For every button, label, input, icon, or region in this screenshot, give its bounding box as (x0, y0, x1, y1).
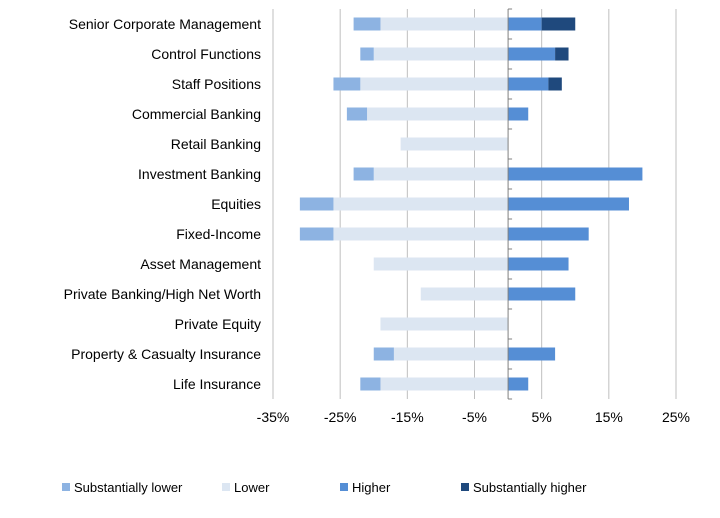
x-tick-label: -35% (257, 409, 290, 425)
bar-higher (508, 47, 556, 61)
bar-higher (508, 377, 529, 391)
bar-higher (508, 197, 629, 211)
bar-higher (508, 17, 542, 31)
bar-substantially-lower (299, 197, 334, 211)
bar-lower (393, 347, 509, 361)
bar-higher (508, 107, 529, 121)
bar-lower (380, 317, 509, 331)
bar-lower (373, 257, 509, 271)
legend-label: Higher (352, 480, 391, 495)
x-tick-label: 25% (662, 409, 690, 425)
bar-substantially-higher (548, 77, 562, 91)
x-tick-label: -5% (462, 409, 487, 425)
bar-substantially-lower (373, 347, 394, 361)
bar-lower (380, 17, 509, 31)
bar-substantially-lower (333, 77, 361, 91)
bar-higher (508, 347, 556, 361)
bar-higher (508, 167, 643, 181)
category-label: Senior Corporate Management (69, 16, 261, 32)
bar-lower (400, 137, 509, 151)
legend-swatch (62, 483, 70, 491)
category-label: Equities (211, 196, 261, 212)
legend-label: Substantially higher (473, 480, 587, 495)
category-label: Commercial Banking (132, 106, 261, 122)
bar-lower (380, 377, 509, 391)
category-label: Investment Banking (138, 166, 261, 182)
bar-substantially-lower (360, 47, 374, 61)
bar-substantially-higher (541, 17, 576, 31)
bar-substantially-lower (353, 167, 374, 181)
category-label: Control Functions (151, 46, 261, 62)
bar-lower (420, 287, 509, 301)
category-label: Retail Banking (171, 136, 261, 152)
bar-lower (333, 197, 509, 211)
category-label: Fixed-Income (176, 226, 261, 242)
category-label: Staff Positions (172, 76, 261, 92)
legend-label: Lower (234, 480, 270, 495)
bar-higher (508, 287, 576, 301)
bar-higher (508, 77, 549, 91)
x-tick-label: 15% (595, 409, 623, 425)
bar-lower (333, 227, 509, 241)
category-label: Life Insurance (173, 376, 261, 392)
legend-swatch (222, 483, 230, 491)
bar-higher (508, 227, 589, 241)
bar-substantially-lower (353, 17, 381, 31)
category-label: Private Banking/High Net Worth (64, 286, 261, 302)
x-tick-label: -15% (391, 409, 424, 425)
x-tick-label: -25% (324, 409, 357, 425)
category-label: Private Equity (175, 316, 261, 332)
x-tick-label: 5% (532, 409, 552, 425)
bar-lower (360, 77, 509, 91)
bar-higher (508, 257, 569, 271)
bar-lower (373, 47, 509, 61)
bar-substantially-lower (299, 227, 334, 241)
legend-label: Substantially lower (74, 480, 183, 495)
bar-substantially-lower (346, 107, 368, 121)
bar-lower (367, 107, 509, 121)
bar-substantially-lower (360, 377, 381, 391)
legend-swatch (340, 483, 348, 491)
legend-swatch (461, 483, 469, 491)
category-label: Property & Casualty Insurance (71, 346, 261, 362)
bar-lower (373, 167, 509, 181)
category-label: Asset Management (140, 256, 261, 272)
bar-substantially-higher (555, 47, 569, 61)
